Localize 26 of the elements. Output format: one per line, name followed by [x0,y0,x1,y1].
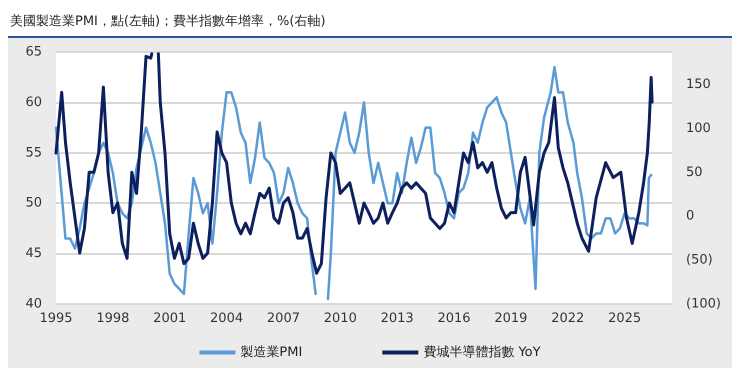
x-tick-label: 2007 [266,311,300,326]
y-tick-label: 40 [25,296,42,312]
legend-label: 費城半導體指數 YoY [423,345,541,360]
chart-title: 美國製造業PMI，點(左軸)；費半指數年增率，%(右軸) [8,8,732,38]
y2-tick-label: (100) [686,296,721,312]
y-tick-label: 50 [25,196,42,211]
x-tick-label: 2010 [324,311,357,326]
x-tick-label: 2004 [210,311,244,326]
y-tick-label: 65 [25,44,42,60]
y2-tick-label: 100 [686,120,711,136]
x-tick-label: 2016 [437,311,471,326]
legend-label: 製造業PMI [240,345,302,360]
x-tick-label: 2019 [494,311,528,326]
y2-tick-label: 0 [686,208,694,224]
y2-tick-label: (50) [686,252,713,268]
x-tick-label: 2001 [153,311,186,326]
x-tick-label: 1998 [96,311,130,326]
y-tick-label: 60 [25,94,42,110]
y2-tick-label: 50 [686,164,703,180]
x-tick-label: 2013 [380,311,414,326]
x-tick-label: 2025 [608,311,642,326]
x-tick-label: 2022 [551,311,584,326]
x-tick-label: 1995 [39,311,73,326]
y2-tick-label: 150 [686,76,711,92]
y-tick-label: 55 [25,145,42,160]
y-tick-label: 45 [25,246,42,262]
